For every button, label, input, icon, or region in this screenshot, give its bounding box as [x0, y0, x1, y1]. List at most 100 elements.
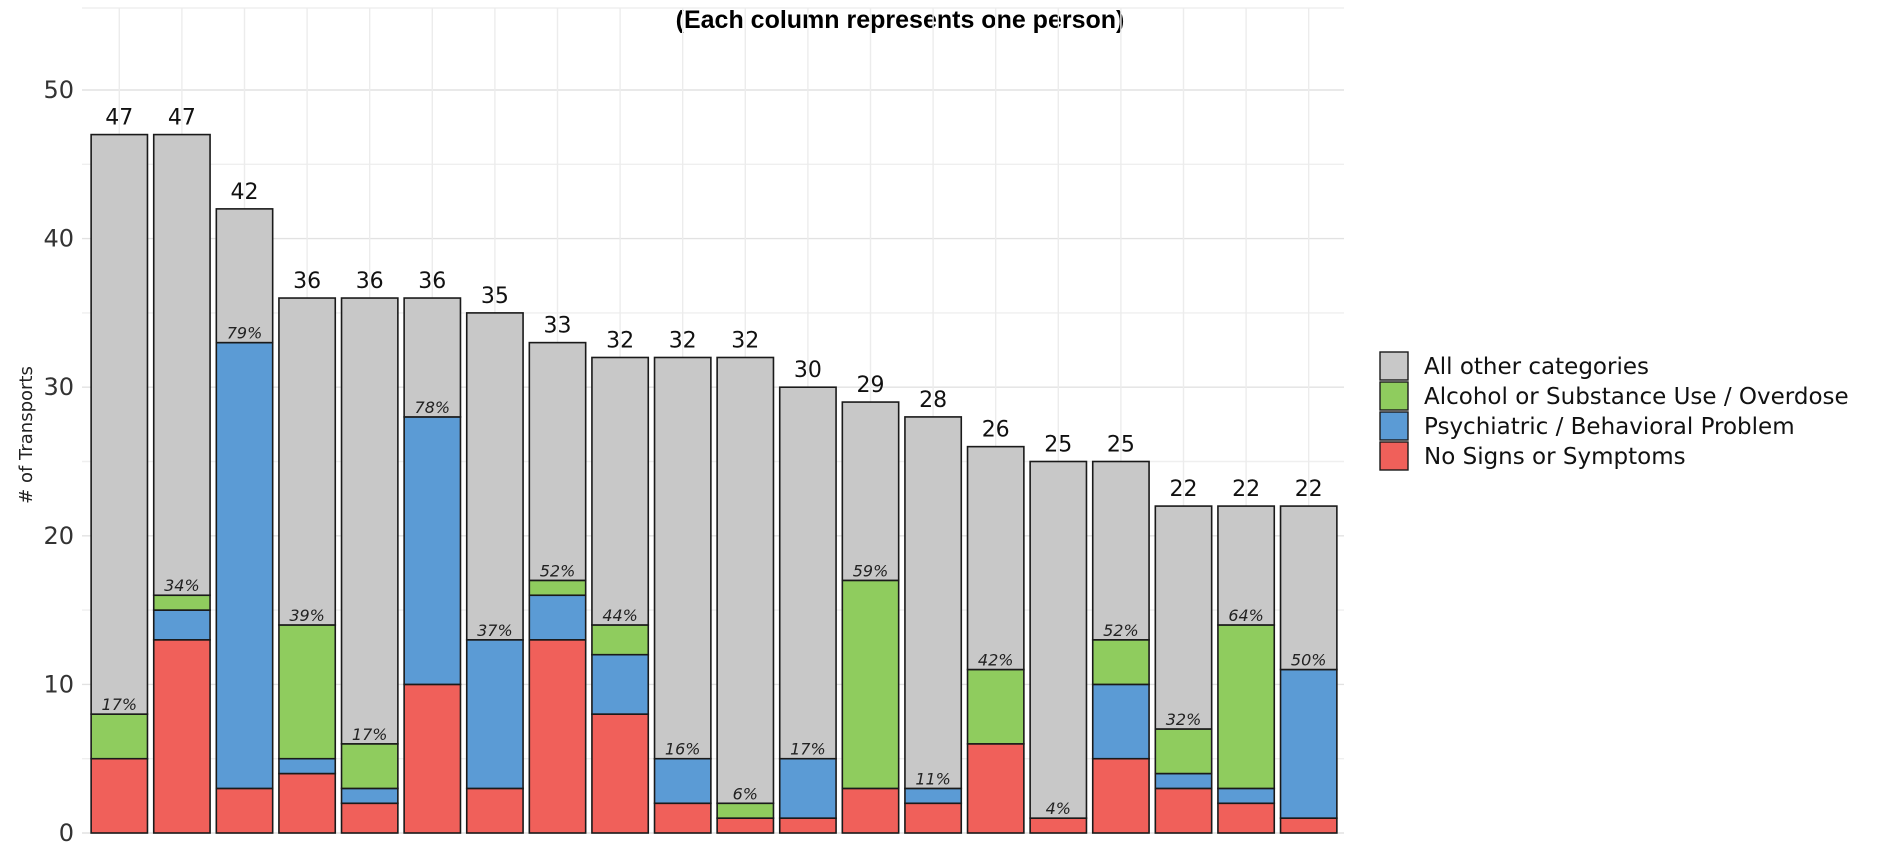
bar-segment	[780, 818, 836, 833]
legend-swatch	[1380, 352, 1408, 380]
bar-segment	[404, 684, 460, 833]
bar-percent-label: 34%	[164, 576, 200, 595]
y-axis: 0 10 20 30 40 50	[43, 76, 74, 846]
bar-total-label: 22	[1232, 477, 1260, 502]
bar-segment	[968, 670, 1024, 744]
bar-total-label: 32	[606, 328, 634, 353]
legend-swatch	[1380, 442, 1408, 470]
bars	[91, 135, 1337, 833]
bar-percent-label: 32%	[1166, 710, 1202, 729]
y-tick-label: 10	[43, 670, 74, 698]
bar-segment	[780, 759, 836, 818]
bar-percent-label: 44%	[602, 606, 638, 625]
bar-percent-label: 11%	[915, 769, 951, 788]
bar-segment	[592, 714, 648, 833]
bar-segment	[717, 818, 773, 833]
bar-segment	[905, 788, 961, 803]
bar-total-label: 28	[919, 388, 947, 413]
bar-segment	[1218, 788, 1274, 803]
bar-segment	[780, 387, 836, 759]
bar-segment	[342, 744, 398, 789]
bar-segment	[154, 640, 210, 833]
bar-segment	[842, 788, 898, 833]
bar-segment	[1093, 684, 1149, 758]
bar-total-label: 32	[731, 328, 759, 353]
bar-percent-label: 16%	[665, 740, 701, 759]
bar-total-label: 25	[1044, 433, 1072, 458]
bar-total-label: 42	[231, 180, 259, 205]
bar-segment	[1155, 788, 1211, 833]
bar-percent-label: 52%	[1103, 621, 1139, 640]
bar-segment	[91, 714, 147, 759]
bar-segment	[467, 640, 523, 789]
bar-segment	[1093, 462, 1149, 640]
bar-segment	[342, 298, 398, 744]
bar-segment	[342, 803, 398, 833]
bar-total-label: 26	[982, 418, 1010, 443]
bar-total-label: 25	[1107, 433, 1135, 458]
legend-label: Alcohol or Substance Use / Overdose	[1424, 384, 1849, 410]
bar-segment	[1218, 625, 1274, 788]
bar-segment	[592, 655, 648, 714]
bar-segment	[216, 343, 272, 789]
bar-percent-label: 4%	[1046, 799, 1071, 818]
bar-percent-label: 17%	[102, 695, 138, 714]
bar-segment	[1030, 818, 1086, 833]
bar-segment	[216, 209, 272, 343]
bar-total-label: 30	[794, 358, 822, 383]
legend-swatch	[1380, 382, 1408, 410]
bar-segment	[529, 640, 585, 833]
bar-percent-label: 79%	[227, 324, 263, 343]
bar-segment	[1281, 670, 1337, 819]
bar-segment	[529, 343, 585, 581]
bar-segment	[529, 580, 585, 595]
legend-label: All other categories	[1424, 354, 1649, 380]
bar-segment	[592, 357, 648, 624]
legend: All other categories Alcohol or Substance…	[1380, 352, 1849, 470]
bar-percent-label: 39%	[289, 606, 325, 625]
bar-segment	[842, 402, 898, 580]
bar-segment	[905, 803, 961, 833]
bar-percent-label: 50%	[1291, 651, 1327, 670]
bar-segment	[91, 135, 147, 715]
bar-total-label: 47	[105, 106, 133, 131]
bar-percent-label: 78%	[415, 398, 451, 417]
chart-subtitle: (Each column represents one person)	[676, 6, 1125, 34]
bar-total-label: 29	[857, 373, 885, 398]
bar-total-label: 22	[1170, 477, 1198, 502]
y-axis-label: # of Transports	[16, 366, 37, 504]
bar-total-label: 36	[418, 269, 446, 294]
bar-segment	[592, 625, 648, 655]
bar-segment	[1155, 774, 1211, 789]
bar-total-label: 32	[669, 328, 697, 353]
bar-segment	[529, 595, 585, 640]
bar-segment	[1281, 818, 1337, 833]
y-tick-label: 40	[43, 225, 74, 253]
bar-segment	[1093, 759, 1149, 833]
bar-segment	[1155, 506, 1211, 729]
y-tick-label: 0	[59, 819, 74, 846]
y-tick-label: 50	[43, 76, 74, 104]
bar-segment	[1155, 729, 1211, 774]
bar-segment	[279, 625, 335, 759]
bar-percent-label: 17%	[352, 725, 388, 744]
bar-percent-label: 6%	[733, 784, 758, 803]
bar-total-label: 33	[544, 314, 572, 339]
bar-segment	[905, 417, 961, 789]
bar-segment	[717, 357, 773, 803]
bar-percent-label: 52%	[540, 561, 576, 580]
bar-segment	[1030, 462, 1086, 819]
bar-percent-label: 64%	[1228, 606, 1264, 625]
bar-segment	[968, 744, 1024, 833]
bar-segment	[154, 595, 210, 610]
bar-segment	[467, 788, 523, 833]
bar-total-label: 36	[293, 269, 321, 294]
bar-segment	[655, 357, 711, 758]
legend-label: Psychiatric / Behavioral Problem	[1424, 414, 1795, 440]
bar-total-label: 47	[168, 106, 196, 131]
bar-segment	[1281, 506, 1337, 669]
bar-segment	[342, 788, 398, 803]
bar-segment	[1093, 640, 1149, 685]
bar-segment	[279, 298, 335, 625]
